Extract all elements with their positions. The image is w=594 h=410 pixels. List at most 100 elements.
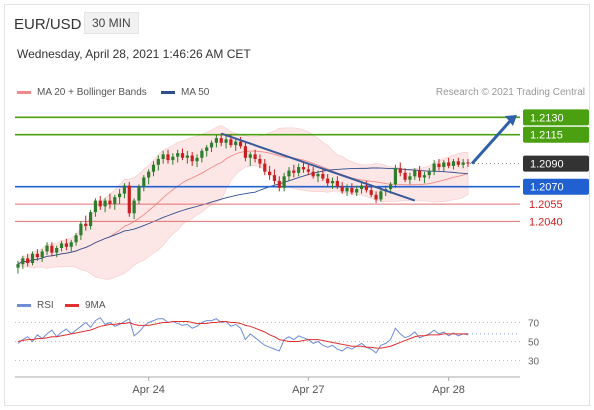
candle-body <box>166 154 170 161</box>
candle-body <box>345 187 349 192</box>
candle-body <box>355 189 359 193</box>
candle-body <box>297 167 301 173</box>
candle-body <box>466 162 470 164</box>
candle-body <box>74 235 78 243</box>
candle-body <box>330 180 335 184</box>
candle-body <box>379 191 383 200</box>
candle-body <box>393 168 398 185</box>
candle-body <box>248 154 252 158</box>
candle-body <box>209 142 214 148</box>
level-tag-pivot <box>523 178 589 195</box>
x-tick-label: Apr 27 <box>292 384 324 396</box>
last-price-value: 1.2090 <box>530 159 564 171</box>
candle-body <box>369 190 373 195</box>
candle-body <box>427 171 431 176</box>
candle-body <box>422 175 427 178</box>
candle-body <box>118 193 122 198</box>
candle-body <box>137 186 141 201</box>
candle-body <box>69 242 73 247</box>
timeframe-badge[interactable]: 30 MIN <box>84 12 139 34</box>
candle-body <box>26 258 30 264</box>
candle-body <box>50 245 54 253</box>
datetime-label: Wednesday, April 28, 2021 1:46:26 AM CET <box>17 47 251 61</box>
candle-body <box>113 197 117 205</box>
level-value-resistance: 1.2130 <box>530 112 564 124</box>
candle-body <box>214 138 218 143</box>
candle-body <box>359 185 364 190</box>
candle-body <box>403 172 407 180</box>
candle-body <box>234 141 238 146</box>
trendline <box>220 132 416 202</box>
legend-9ma-label: 9MA <box>85 300 106 311</box>
candle-body <box>243 146 248 158</box>
candle-body <box>35 253 39 258</box>
candle-body <box>55 248 59 253</box>
x-tick-label: Apr 24 <box>132 384 164 396</box>
chart-frame <box>4 4 590 406</box>
candle-body <box>432 163 436 172</box>
candle-body <box>282 176 286 188</box>
level-tag-resistance <box>523 126 589 143</box>
rsi-line <box>17 317 469 354</box>
candle-body <box>268 171 272 176</box>
ma50-line <box>17 167 469 265</box>
candle-body <box>321 174 325 179</box>
candle-body <box>180 153 185 158</box>
legend-rsi: RSI <box>17 300 54 311</box>
candle-body <box>88 212 93 227</box>
candle-body <box>461 162 465 165</box>
legend-9ma-swatch <box>65 304 79 307</box>
candle-body <box>277 180 281 188</box>
support-label: 1.2040 <box>529 216 563 228</box>
candle-body <box>219 138 223 143</box>
candle-body <box>64 243 68 247</box>
candle-body <box>374 194 378 200</box>
candle-body <box>418 170 422 178</box>
legend-ma50: MA 50 <box>161 87 209 98</box>
candle-body <box>122 185 127 194</box>
candle-body <box>84 223 88 227</box>
rsi-tick-label: 30 <box>528 357 540 368</box>
symbol-title: EUR/USD <box>14 16 82 33</box>
candle-body <box>16 264 20 268</box>
x-tick-label: Apr 28 <box>432 384 464 396</box>
candle-body <box>93 200 98 213</box>
candle-body <box>205 147 209 151</box>
legend-9ma: 9MA <box>65 300 106 311</box>
candle-body <box>151 164 156 172</box>
candle-body <box>326 178 330 184</box>
candle-body <box>30 253 35 264</box>
last-price-tag <box>523 155 589 172</box>
candle-body <box>108 200 112 205</box>
candle-body <box>45 245 49 252</box>
legend-ma20-label: MA 20 + Bollinger Bands <box>37 87 147 98</box>
candle-body <box>200 150 204 158</box>
research-credit: Research © 2021 Trading Central <box>435 87 585 98</box>
candle-body <box>127 185 131 214</box>
candle-body <box>258 158 262 164</box>
candle-body <box>253 154 257 159</box>
candle-body <box>408 176 412 180</box>
candle-body <box>142 177 146 187</box>
candle-body <box>340 186 344 192</box>
candle-body <box>147 171 151 178</box>
candle-body <box>442 162 446 168</box>
legend-ma20: MA 20 + Bollinger Bands <box>17 87 147 98</box>
candle-body <box>229 139 233 146</box>
candle-body <box>413 170 417 177</box>
candle-body <box>40 251 44 258</box>
support-label: 1.2055 <box>529 199 563 211</box>
candle-body <box>190 155 194 162</box>
projection-arrow-head <box>505 115 517 127</box>
candle-body <box>238 141 243 147</box>
legend-ma50-swatch <box>161 91 175 94</box>
level-tag-resistance <box>523 109 589 126</box>
rsi-tick-label: 70 <box>528 319 540 330</box>
candle-body <box>287 170 291 177</box>
candle-body <box>171 156 175 161</box>
candle-body <box>161 154 165 159</box>
candle-body <box>301 167 306 170</box>
candle-body <box>98 200 102 207</box>
candle-body <box>437 163 441 168</box>
